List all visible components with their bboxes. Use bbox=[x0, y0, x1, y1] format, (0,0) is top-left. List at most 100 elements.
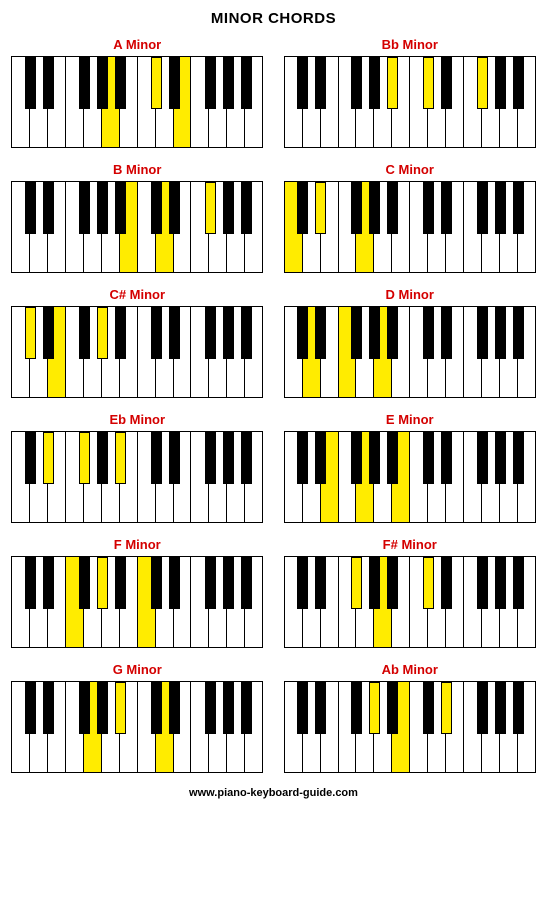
white-key bbox=[156, 432, 174, 522]
white-key bbox=[482, 182, 500, 272]
white-key bbox=[410, 682, 428, 772]
chord-diagram: A Minor bbox=[10, 37, 265, 148]
white-key bbox=[339, 307, 357, 397]
white-key bbox=[209, 557, 227, 647]
white-key bbox=[518, 682, 535, 772]
keyboard bbox=[284, 681, 536, 773]
white-key bbox=[30, 682, 48, 772]
white-key bbox=[209, 182, 227, 272]
chord-label: Eb Minor bbox=[109, 412, 165, 427]
white-key bbox=[321, 182, 339, 272]
white-key bbox=[191, 307, 209, 397]
white-key bbox=[500, 182, 518, 272]
white-key bbox=[339, 57, 357, 147]
white-key bbox=[12, 432, 30, 522]
white-key bbox=[356, 682, 374, 772]
white-key bbox=[446, 432, 464, 522]
white-key bbox=[245, 682, 262, 772]
white-key bbox=[518, 307, 535, 397]
keyboard bbox=[11, 306, 263, 398]
white-key bbox=[285, 307, 303, 397]
white-key bbox=[30, 307, 48, 397]
white-key bbox=[138, 307, 156, 397]
white-key bbox=[120, 557, 138, 647]
white-key bbox=[518, 432, 535, 522]
white-key bbox=[428, 57, 446, 147]
white-key bbox=[174, 182, 192, 272]
white-key bbox=[339, 682, 357, 772]
white-key bbox=[84, 57, 102, 147]
white-key bbox=[518, 557, 535, 647]
white-key bbox=[374, 182, 392, 272]
chord-label: Bb Minor bbox=[382, 37, 438, 52]
chord-label: Ab Minor bbox=[382, 662, 438, 677]
white-key bbox=[30, 432, 48, 522]
white-key bbox=[66, 307, 84, 397]
white-key bbox=[285, 432, 303, 522]
white-key bbox=[245, 557, 262, 647]
white-key bbox=[30, 182, 48, 272]
white-key bbox=[392, 182, 410, 272]
white-key bbox=[102, 57, 120, 147]
white-key bbox=[356, 57, 374, 147]
white-key bbox=[66, 432, 84, 522]
white-key bbox=[321, 57, 339, 147]
chord-diagram: C# Minor bbox=[10, 287, 265, 398]
white-key bbox=[374, 307, 392, 397]
keyboard bbox=[11, 181, 263, 273]
chord-diagram: Ab Minor bbox=[283, 662, 538, 773]
keyboard bbox=[284, 56, 536, 148]
white-key bbox=[138, 57, 156, 147]
white-key bbox=[12, 57, 30, 147]
white-key bbox=[102, 682, 120, 772]
white-key bbox=[174, 432, 192, 522]
white-key bbox=[446, 557, 464, 647]
white-key bbox=[30, 557, 48, 647]
white-key bbox=[303, 682, 321, 772]
white-key bbox=[303, 432, 321, 522]
white-key bbox=[191, 57, 209, 147]
white-key bbox=[374, 682, 392, 772]
keyboard bbox=[284, 431, 536, 523]
chord-diagram: Bb Minor bbox=[283, 37, 538, 148]
white-key bbox=[245, 432, 262, 522]
chord-label: B Minor bbox=[113, 162, 161, 177]
white-key bbox=[500, 57, 518, 147]
chord-diagram: D Minor bbox=[283, 287, 538, 398]
white-key bbox=[500, 557, 518, 647]
white-key bbox=[500, 432, 518, 522]
white-key bbox=[518, 57, 535, 147]
white-key bbox=[428, 182, 446, 272]
white-key bbox=[138, 432, 156, 522]
footer-url: www.piano-keyboard-guide.com bbox=[4, 787, 543, 799]
white-key bbox=[12, 307, 30, 397]
white-key bbox=[102, 307, 120, 397]
white-key bbox=[102, 432, 120, 522]
white-key bbox=[392, 57, 410, 147]
white-key bbox=[66, 182, 84, 272]
white-key bbox=[464, 182, 482, 272]
white-key bbox=[191, 682, 209, 772]
white-key bbox=[66, 557, 84, 647]
white-key bbox=[245, 182, 262, 272]
white-key bbox=[410, 182, 428, 272]
white-key bbox=[518, 182, 535, 272]
white-key bbox=[209, 432, 227, 522]
white-key bbox=[410, 432, 428, 522]
chord-label: A Minor bbox=[113, 37, 161, 52]
white-key bbox=[174, 557, 192, 647]
white-key bbox=[66, 682, 84, 772]
white-key bbox=[482, 307, 500, 397]
white-key bbox=[464, 432, 482, 522]
white-key bbox=[120, 182, 138, 272]
white-key bbox=[48, 182, 66, 272]
white-key bbox=[339, 557, 357, 647]
white-key bbox=[303, 307, 321, 397]
white-key bbox=[156, 57, 174, 147]
white-key bbox=[410, 557, 428, 647]
white-key bbox=[84, 182, 102, 272]
white-key bbox=[321, 307, 339, 397]
chord-diagram: F Minor bbox=[10, 537, 265, 648]
white-key bbox=[156, 682, 174, 772]
white-key bbox=[446, 307, 464, 397]
